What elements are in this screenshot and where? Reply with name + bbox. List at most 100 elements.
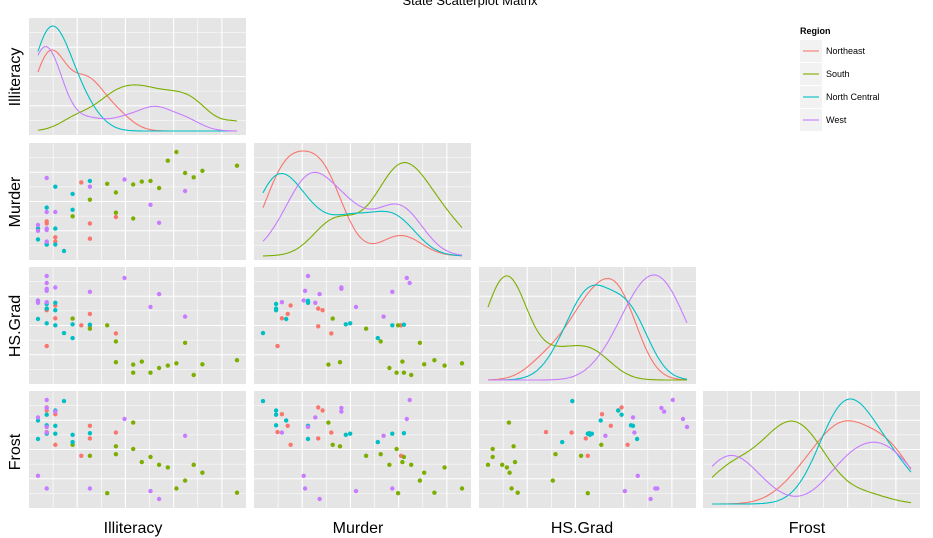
point-north-central — [70, 207, 75, 212]
point-west — [156, 291, 162, 297]
point-northeast — [79, 180, 84, 185]
point-south — [330, 316, 335, 321]
point-south — [139, 359, 144, 364]
point-west — [317, 291, 322, 297]
point-south — [432, 490, 437, 495]
point-south — [131, 216, 136, 221]
point-northeast — [599, 412, 605, 417]
point-south — [394, 446, 399, 452]
point-north-central — [53, 300, 58, 305]
panel-frost-vs-murder — [254, 391, 471, 508]
point-west — [44, 300, 49, 305]
point-south — [509, 486, 514, 491]
point-north-central — [70, 335, 75, 341]
point-northeast — [113, 214, 119, 220]
point-northeast — [44, 219, 49, 224]
point-west — [182, 314, 188, 319]
legend-label: Northeast — [826, 46, 866, 56]
legend-label: West — [826, 115, 847, 125]
point-west — [339, 286, 344, 291]
point-west — [313, 415, 318, 420]
point-west — [302, 288, 308, 293]
point-west — [381, 433, 386, 438]
point-north-central — [87, 178, 93, 184]
point-south — [506, 420, 512, 425]
x-axis-label-frost: Frost — [789, 520, 826, 537]
legend-item-north-central: North Central — [800, 86, 880, 108]
point-south — [70, 316, 75, 321]
point-south — [174, 486, 179, 491]
point-south — [131, 362, 136, 367]
point-south — [156, 185, 162, 191]
point-north-central — [35, 237, 41, 242]
point-south — [507, 470, 512, 475]
point-west — [87, 184, 93, 189]
point-northeast — [279, 412, 285, 417]
point-south — [148, 370, 153, 375]
point-north-central — [53, 431, 58, 436]
point-north-central — [348, 431, 353, 436]
point-northeast — [316, 405, 321, 410]
point-south — [174, 361, 179, 366]
point-west — [35, 298, 41, 303]
point-north-central — [35, 418, 41, 423]
legend-title: Region — [800, 26, 831, 36]
point-south — [442, 363, 447, 368]
point-north-central — [70, 191, 75, 197]
point-west — [44, 405, 49, 411]
point-northeast — [288, 303, 293, 308]
point-south — [105, 181, 110, 186]
point-south — [387, 365, 392, 371]
point-north-central — [260, 330, 266, 336]
point-north-central — [348, 321, 353, 326]
point-northeast — [275, 343, 280, 349]
point-north-central — [273, 408, 279, 413]
point-northeast — [87, 311, 93, 317]
point-west — [635, 473, 640, 478]
point-west — [603, 433, 608, 438]
point-west — [279, 430, 285, 435]
point-west — [390, 289, 395, 294]
point-west — [632, 430, 637, 435]
point-north-central — [70, 432, 75, 437]
y-axis-label-illiteracy: Illiteracy — [7, 48, 24, 107]
point-west — [279, 300, 285, 305]
x-axis-label-illiteracy: Illiteracy — [104, 520, 163, 537]
point-north-central — [44, 321, 49, 326]
point-west — [305, 424, 311, 430]
point-west — [44, 209, 49, 215]
point-north-central — [44, 306, 49, 311]
point-west — [655, 486, 660, 491]
point-north-central — [305, 436, 311, 442]
point-south — [459, 486, 465, 491]
point-northeast — [79, 323, 84, 328]
point-south — [422, 362, 427, 367]
density-curve-north-central — [37, 25, 237, 132]
point-north-central — [375, 439, 380, 445]
point-west — [670, 397, 675, 403]
point-northeast — [113, 331, 119, 336]
point-south — [378, 339, 383, 344]
point-west — [53, 285, 58, 290]
point-south — [113, 339, 119, 344]
point-south — [387, 462, 392, 467]
point-west — [122, 416, 127, 422]
point-west — [44, 273, 49, 279]
point-south — [113, 210, 119, 215]
density-curve-north-central — [488, 284, 688, 381]
point-west — [148, 304, 153, 310]
point-west — [35, 415, 41, 420]
point-south — [156, 365, 162, 371]
point-north-central — [87, 322, 93, 327]
point-northeast — [608, 423, 613, 428]
point-north-central — [598, 418, 603, 423]
point-west — [680, 416, 686, 422]
point-south — [174, 149, 179, 155]
legend-item-northeast: Northeast — [800, 40, 866, 62]
point-south — [442, 465, 447, 470]
point-south — [400, 359, 405, 364]
density-curve-south — [263, 162, 463, 257]
y-axis-label-hs-grad: HS.Grad — [7, 295, 24, 357]
point-south — [409, 462, 414, 467]
point-south — [394, 370, 399, 375]
